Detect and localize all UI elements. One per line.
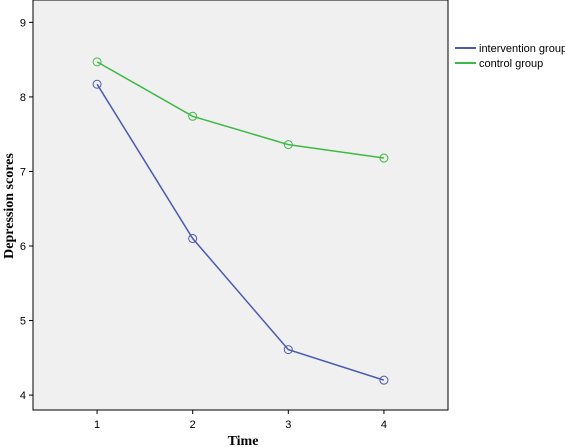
data-point [92,79,102,89]
data-point [379,153,389,163]
y-tick-label: 7 [20,166,26,178]
data-point [283,345,293,355]
data-point [92,57,102,67]
y-tick-label: 8 [20,92,26,104]
legend: intervention group control group [455,43,565,70]
x-tick-label: 1 [94,419,100,431]
y-tick-label: 4 [20,390,26,402]
data-point [188,234,198,244]
y-tick-label: 5 [20,316,26,328]
x-tick-label: 2 [190,419,196,431]
x-axis-title: Time [228,434,259,447]
x-tick-label: 3 [285,419,291,431]
data-point [379,375,389,385]
data-point [188,111,198,121]
y-axis: 4 5 6 7 8 9 [20,17,33,402]
y-tick-label: 6 [20,241,26,253]
legend-label: control group [479,58,543,70]
legend-label: intervention group [479,43,565,55]
y-axis-title: Depression scores [2,153,17,259]
plot-area [32,0,449,411]
series-layer [92,57,389,385]
y-tick-label: 9 [20,17,26,29]
series-line-1 [96,61,385,159]
x-tick-label: 4 [381,419,387,431]
data-point [283,140,293,150]
x-axis: 1 2 3 4 [94,410,387,431]
series-line-0 [96,83,385,381]
